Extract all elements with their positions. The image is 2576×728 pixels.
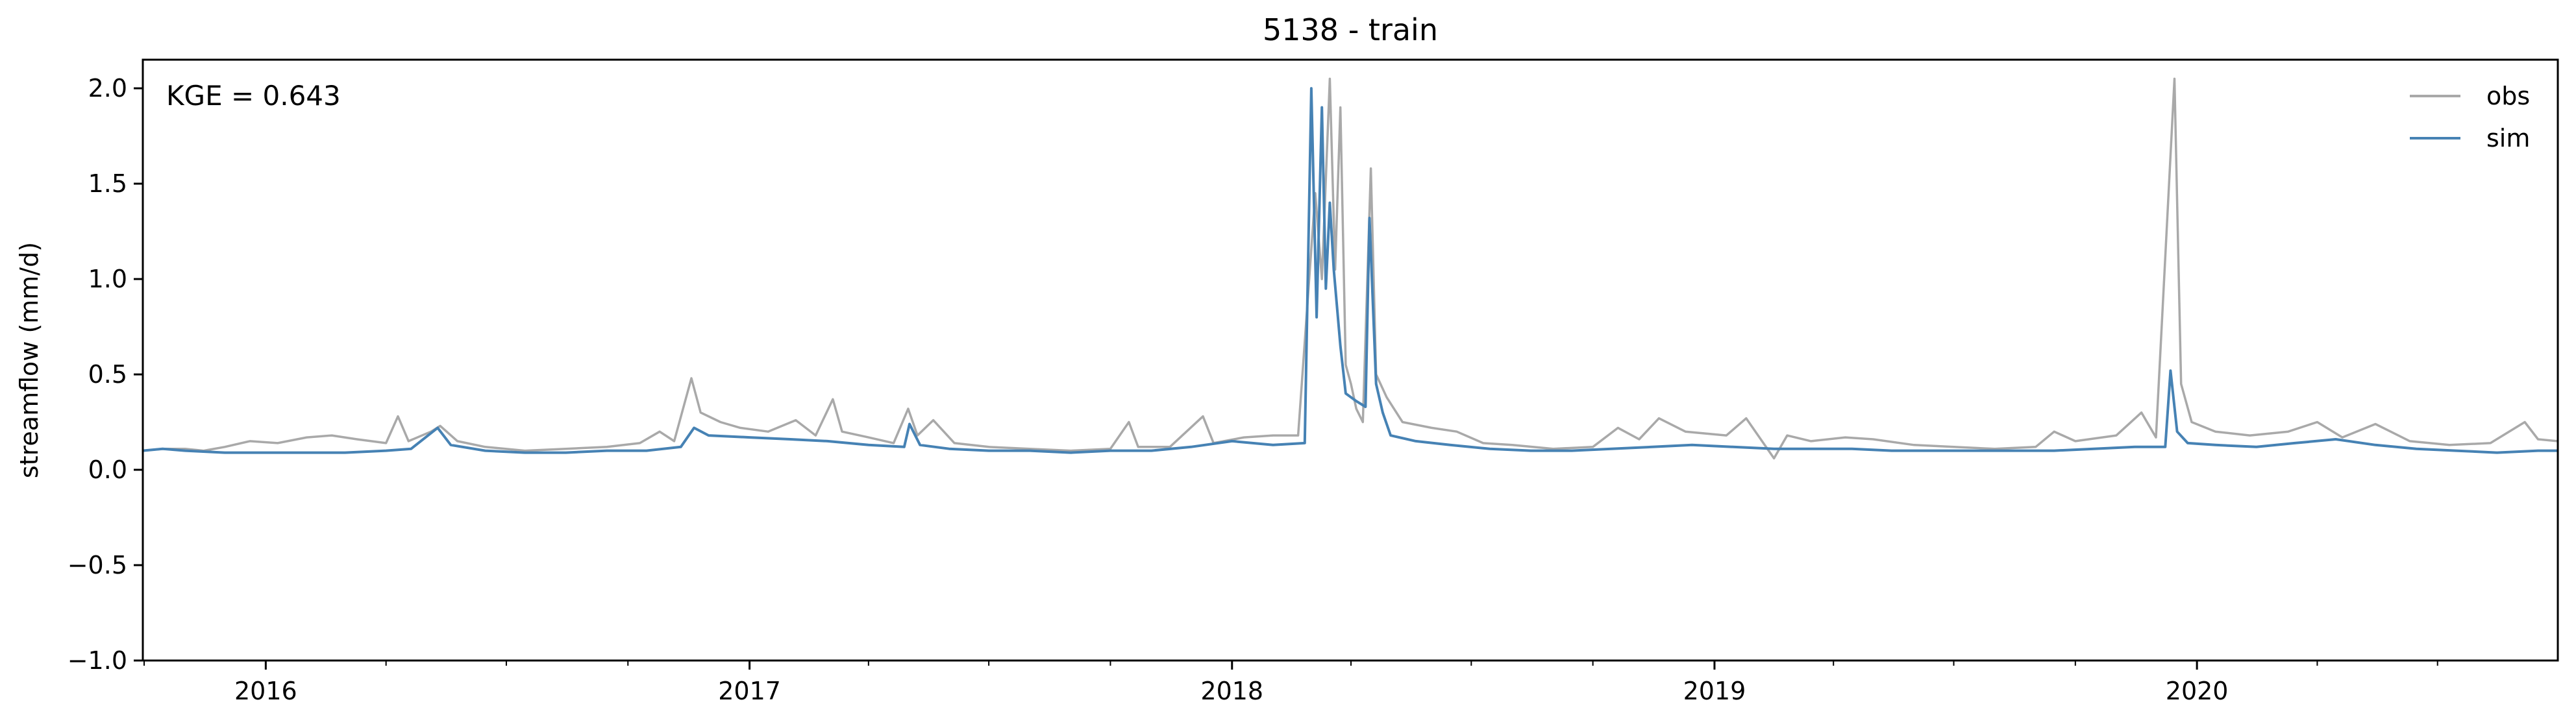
y-tick-label: −0.5 [68,551,127,579]
kge-annotation: KGE = 0.643 [166,80,341,112]
x-tick-label: 2018 [1200,677,1263,705]
series-line-sim [142,87,2558,454]
y-tick-label: 1.0 [88,265,127,293]
x-tick-label: 2019 [1683,677,1746,705]
y-tick-label: 0.0 [88,455,127,484]
y-axis-label: streamflow (mm/d) [15,242,43,478]
axes: −1.0 −0.5 0.0 0.5 1.0 1.5 2.0 2016 2017 2018 2019 2… [68,58,2559,705]
legend-sim-label: sim [2486,124,2530,152]
plot-area [142,77,2558,460]
y-tick-label: 0.5 [88,360,127,389]
axes-frame [142,58,2559,662]
legend-obs-label: obs [2486,82,2530,110]
y-tick-label: 2.0 [88,74,127,103]
y-tick-label: 1.5 [88,169,127,198]
chart-legend: obs sim [2410,82,2530,152]
y-tick-label: −1.0 [68,646,127,675]
chart-title: 5138 - train [1263,12,1438,47]
x-tick-label: 2020 [2166,677,2229,705]
x-tick-label: 2017 [718,677,781,705]
series-line-obs [142,77,2558,460]
x-tick-label: 2016 [234,677,297,705]
